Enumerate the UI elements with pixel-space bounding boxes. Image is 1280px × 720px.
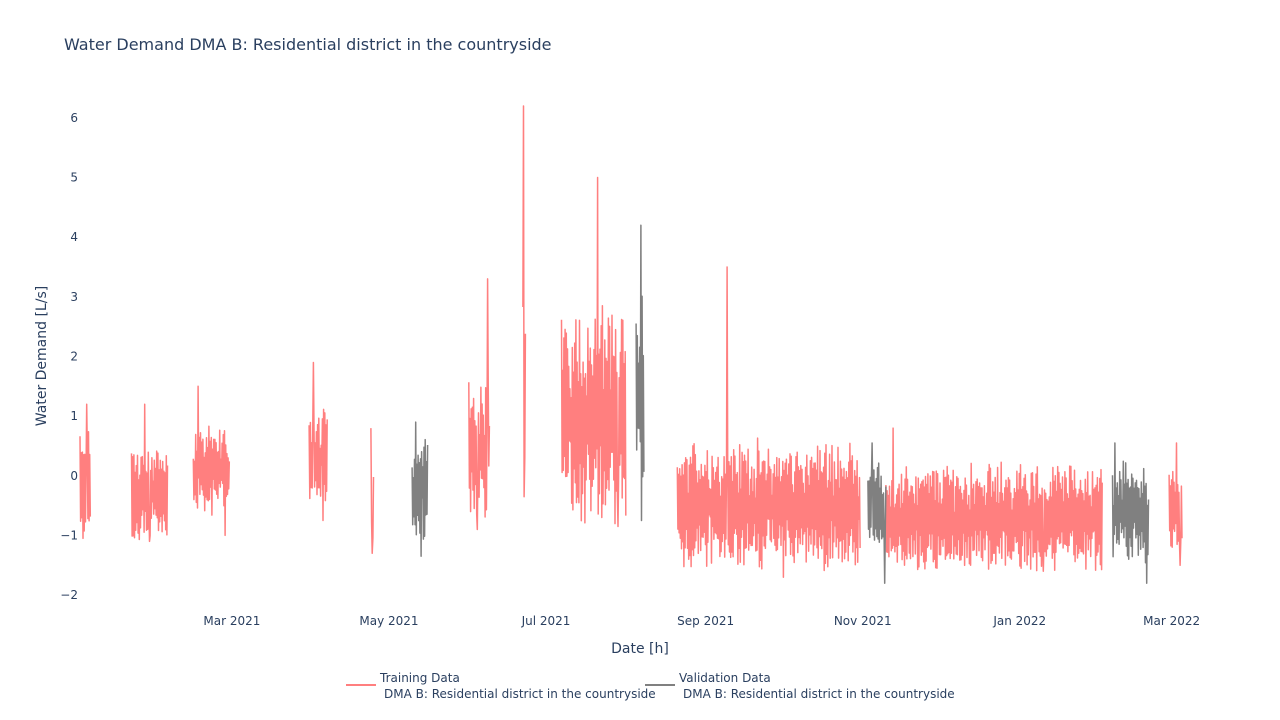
legend-label: Training Data (379, 671, 460, 685)
series-line-segment[interactable] (370, 428, 375, 555)
legend-label-line2: DMA B: Residential district in the count… (683, 687, 955, 701)
y-tick-label: 1 (70, 409, 78, 423)
series-line-segment[interactable] (1168, 442, 1183, 567)
series-line-segment[interactable] (885, 427, 1103, 572)
x-tick-label: Jan 2022 (992, 614, 1046, 628)
y-axis: −2 −1 0 1 2 3 4 5 6 (60, 111, 78, 602)
legend-item[interactable]: Validation Data DMA B: Residential distri… (645, 671, 955, 701)
series-line-segment[interactable] (308, 361, 328, 522)
x-tick-label: May 2021 (359, 614, 418, 628)
series-validation[interactable] (411, 224, 1150, 584)
y-tick-label: 2 (70, 349, 78, 363)
x-axis: Mar 2021 May 2021 Jul 2021 Sep 2021 Nov 2021… (203, 614, 1200, 628)
legend-item[interactable]: Training Data DMA B: Residential district… (346, 671, 656, 701)
x-tick-label: Mar 2021 (203, 614, 260, 628)
series-line-segment[interactable] (192, 385, 231, 537)
legend[interactable]: Training Data DMA B: Residential district… (346, 671, 955, 701)
series-line-segment[interactable] (522, 105, 527, 498)
x-tick-label: Jul 2021 (521, 614, 571, 628)
y-tick-label: −1 (60, 528, 78, 542)
series-line-segment[interactable] (130, 403, 169, 543)
series-line-segment[interactable] (411, 421, 429, 558)
x-tick-label: Mar 2022 (1143, 614, 1200, 628)
y-tick-label: 4 (70, 230, 78, 244)
y-tick-label: 5 (70, 171, 78, 185)
series-line-segment[interactable] (560, 176, 627, 528)
series-line-segment[interactable] (867, 442, 887, 584)
y-tick-label: −2 (60, 588, 78, 602)
legend-label-line2: DMA B: Residential district in the count… (384, 687, 656, 701)
legend-label: Validation Data (679, 671, 771, 685)
y-tick-label: 3 (70, 290, 78, 304)
series-line-segment[interactable] (1111, 442, 1150, 584)
series-line-segment[interactable] (676, 266, 861, 578)
series-line-segment[interactable] (79, 403, 92, 540)
y-tick-label: 0 (70, 469, 78, 483)
plot-area (79, 105, 1183, 584)
x-tick-label: Nov 2021 (834, 614, 892, 628)
y-axis-title: Water Demand [L/s] (34, 286, 50, 426)
x-tick-label: Sep 2021 (677, 614, 734, 628)
series-training[interactable] (79, 105, 1183, 578)
chart-title: Water Demand DMA B: Residential district… (64, 35, 552, 54)
series-line-segment[interactable] (635, 224, 645, 522)
y-tick-label: 6 (70, 111, 78, 125)
x-axis-title: Date [h] (611, 641, 669, 657)
series-line-segment[interactable] (468, 278, 491, 531)
